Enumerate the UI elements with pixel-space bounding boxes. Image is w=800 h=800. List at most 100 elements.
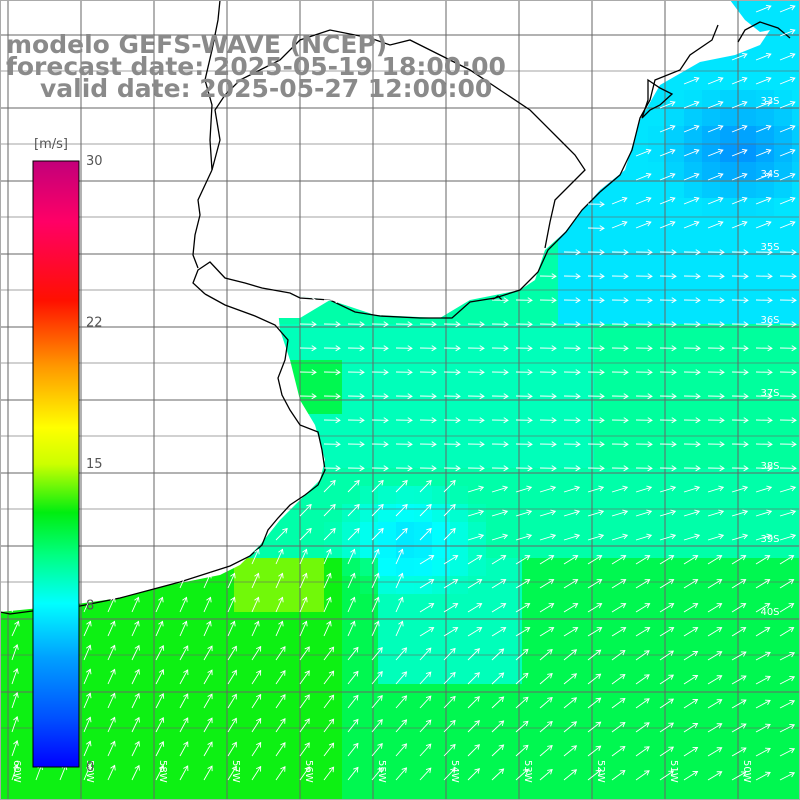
wind-arrow xyxy=(755,579,771,589)
wind-arrow xyxy=(563,627,579,637)
wind-arrow xyxy=(371,321,389,328)
wind-arrow xyxy=(443,369,461,376)
wind-arrow xyxy=(779,100,796,109)
wind-arrow xyxy=(299,321,317,328)
wind-arrow xyxy=(659,124,676,133)
wind-arrow xyxy=(611,417,629,424)
wind-arrow xyxy=(731,369,749,376)
wind-arrow xyxy=(731,321,749,328)
wind-arrow xyxy=(635,627,651,637)
wind-arrow xyxy=(779,148,796,157)
wind-arrow xyxy=(731,509,749,517)
wind-arrow xyxy=(515,393,533,400)
wind-arrow xyxy=(635,746,650,757)
wind-arrow xyxy=(275,572,284,589)
wind-arrow xyxy=(347,718,359,733)
wind-arrow xyxy=(371,345,389,352)
wind-arrow xyxy=(635,533,653,541)
wind-arrow xyxy=(347,646,359,661)
wind-arrow xyxy=(491,720,505,733)
wind-arrow xyxy=(707,533,725,541)
wind-arrow xyxy=(275,596,284,613)
wind-arrow xyxy=(299,646,310,661)
wind-arrow xyxy=(731,579,747,589)
wind-arrow xyxy=(419,695,432,709)
wind-arrow xyxy=(755,441,773,448)
wind-arrow xyxy=(419,369,437,376)
wind-arrow xyxy=(491,533,509,541)
wind-arrow xyxy=(443,603,459,613)
wind-arrow xyxy=(659,345,677,352)
wind-arrow xyxy=(731,723,747,733)
wind-arrow xyxy=(131,668,140,685)
wind-arrow xyxy=(755,148,772,157)
wind-arrow xyxy=(731,771,747,781)
wind-arrow xyxy=(755,273,773,280)
wind-arrow xyxy=(299,694,310,709)
wind-arrow xyxy=(467,603,483,613)
wind-arrow xyxy=(323,718,335,733)
wind-arrow xyxy=(707,747,723,757)
wind-arrow xyxy=(755,52,772,61)
wind-arrow xyxy=(491,441,509,448)
wind-arrow xyxy=(323,441,341,448)
wind-arrow xyxy=(755,771,771,781)
wind-arrow xyxy=(587,273,605,280)
wind-arrow xyxy=(779,273,797,280)
wind-arrow xyxy=(395,572,404,589)
wind-arrow xyxy=(563,509,581,517)
wind-arrow xyxy=(755,603,771,613)
wind-arrow xyxy=(731,417,749,424)
wind-arrow xyxy=(635,196,652,205)
wind-arrow xyxy=(779,52,796,61)
longitude-label: 55W xyxy=(376,760,387,783)
wind-arrow xyxy=(419,345,437,352)
wind-arrow xyxy=(323,527,336,541)
wind-arrow xyxy=(731,747,747,757)
wind-arrow xyxy=(683,603,699,613)
wind-arrow xyxy=(203,669,213,685)
wind-arrow xyxy=(611,297,629,304)
longitude-label: 57W xyxy=(230,760,241,783)
wind-arrow xyxy=(491,768,505,781)
wind-arrow xyxy=(659,297,677,304)
wind-arrow xyxy=(491,321,509,328)
wind-arrow xyxy=(587,627,603,637)
wind-arrow xyxy=(731,76,748,85)
wind-arrow xyxy=(347,527,360,541)
longitude-label: 52W xyxy=(595,760,606,783)
wind-arrow xyxy=(323,596,332,613)
wind-arrow xyxy=(611,393,629,400)
latitude-labels: 33S 34S 35S 36S 37S 38S 39S 40S xyxy=(760,96,779,618)
wind-arrow xyxy=(779,297,797,304)
wind-arrow xyxy=(11,692,19,709)
wind-arrow xyxy=(347,393,365,400)
wind-arrow xyxy=(83,668,92,685)
wind-arrow xyxy=(611,220,628,229)
wind-arrow xyxy=(731,627,747,637)
wind-arrow xyxy=(539,745,553,757)
wind-arrow xyxy=(443,719,456,733)
wind-arrow xyxy=(707,273,725,280)
wind-arrow xyxy=(587,345,605,352)
wind-arrow xyxy=(755,627,771,637)
wind-arrow xyxy=(371,719,383,733)
wind-arrow xyxy=(299,548,308,565)
wind-arrow xyxy=(635,650,650,661)
wind-arrow xyxy=(635,770,650,781)
wind-arrow xyxy=(155,645,165,661)
wind-arrow xyxy=(251,548,260,565)
wind-arrow xyxy=(587,769,602,781)
wind-arrow xyxy=(395,671,408,685)
wind-arrow xyxy=(755,220,772,229)
wind-arrow xyxy=(491,417,509,424)
wind-arrow xyxy=(347,503,360,517)
wind-arrow xyxy=(755,249,773,256)
colorbar: [m/s] 30 22 15 8 0 xyxy=(32,137,103,775)
wind-arrow xyxy=(587,225,605,232)
wind-arrow xyxy=(395,503,408,517)
wind-arrow xyxy=(683,273,701,280)
wind-arrow xyxy=(635,555,651,565)
wind-arrow xyxy=(731,651,747,661)
wind-arrow xyxy=(683,417,701,424)
